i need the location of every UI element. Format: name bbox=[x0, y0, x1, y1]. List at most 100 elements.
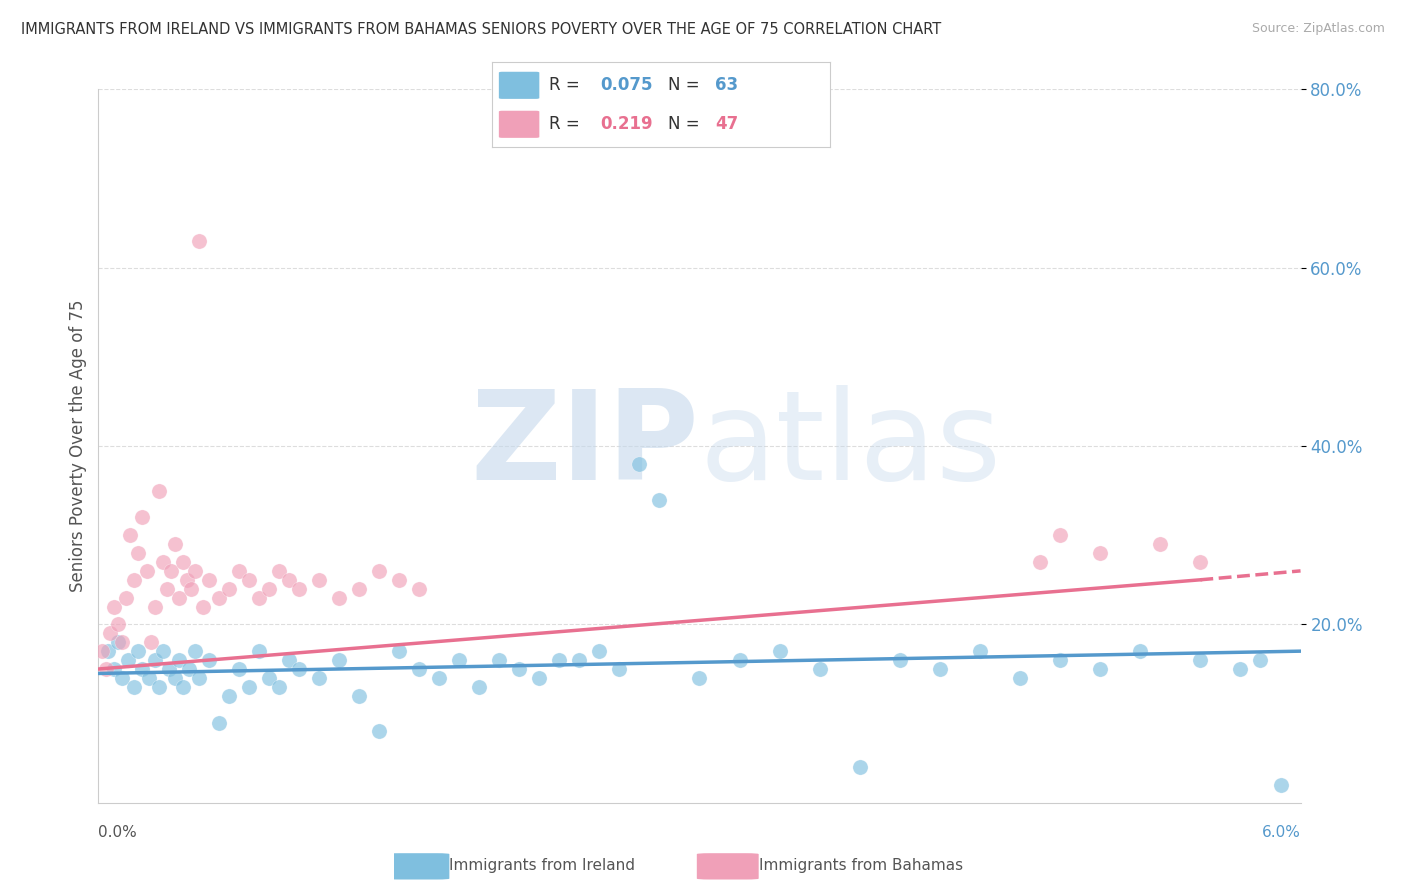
Point bbox=[889, 653, 911, 667]
Point bbox=[1008, 671, 1031, 685]
Point bbox=[187, 671, 209, 685]
Point bbox=[183, 644, 205, 658]
Text: IMMIGRANTS FROM IRELAND VS IMMIGRANTS FROM BAHAMAS SENIORS POVERTY OVER THE AGE : IMMIGRANTS FROM IRELAND VS IMMIGRANTS FR… bbox=[21, 22, 942, 37]
Point bbox=[111, 635, 134, 649]
Text: 0.0%: 0.0% bbox=[98, 825, 138, 840]
Point bbox=[115, 591, 138, 605]
Y-axis label: Seniors Poverty Over the Age of 75: Seniors Poverty Over the Age of 75 bbox=[69, 300, 87, 592]
Point bbox=[208, 591, 231, 605]
Point bbox=[1229, 662, 1251, 676]
Point bbox=[167, 653, 190, 667]
Point bbox=[1149, 537, 1171, 551]
Point bbox=[427, 671, 450, 685]
Point bbox=[287, 662, 309, 676]
Point bbox=[367, 724, 389, 739]
Point bbox=[529, 671, 551, 685]
Point bbox=[1049, 653, 1071, 667]
FancyBboxPatch shape bbox=[499, 71, 540, 99]
Point bbox=[588, 644, 610, 658]
Point bbox=[138, 671, 160, 685]
Point bbox=[152, 644, 174, 658]
Point bbox=[117, 653, 139, 667]
Point bbox=[183, 564, 205, 578]
Point bbox=[143, 599, 166, 614]
Point bbox=[1270, 778, 1292, 792]
Point bbox=[139, 635, 162, 649]
Point bbox=[103, 662, 125, 676]
Point bbox=[488, 653, 510, 667]
Point bbox=[228, 662, 250, 676]
Text: 6.0%: 6.0% bbox=[1261, 825, 1301, 840]
Point bbox=[180, 582, 202, 596]
Point bbox=[163, 671, 186, 685]
Point bbox=[328, 591, 350, 605]
Point bbox=[135, 564, 157, 578]
FancyBboxPatch shape bbox=[388, 853, 450, 880]
Point bbox=[247, 644, 270, 658]
Text: atlas: atlas bbox=[699, 385, 1001, 507]
Point bbox=[408, 582, 430, 596]
Text: R =: R = bbox=[550, 77, 585, 95]
Point bbox=[508, 662, 530, 676]
Point bbox=[197, 573, 219, 587]
Point bbox=[328, 653, 350, 667]
Point bbox=[287, 582, 309, 596]
Text: 47: 47 bbox=[714, 115, 738, 133]
Point bbox=[1049, 528, 1071, 542]
Point bbox=[607, 662, 630, 676]
Point bbox=[187, 234, 209, 248]
Point bbox=[257, 671, 280, 685]
Point bbox=[928, 662, 950, 676]
Point bbox=[238, 680, 260, 694]
Point bbox=[159, 564, 181, 578]
Point bbox=[172, 555, 194, 569]
Point bbox=[1129, 644, 1152, 658]
Text: Immigrants from Bahamas: Immigrants from Bahamas bbox=[759, 858, 963, 872]
Point bbox=[247, 591, 270, 605]
Point bbox=[367, 564, 389, 578]
Point bbox=[218, 582, 240, 596]
Point bbox=[388, 644, 411, 658]
FancyBboxPatch shape bbox=[697, 853, 759, 880]
Point bbox=[1249, 653, 1271, 667]
Point bbox=[267, 564, 290, 578]
Point bbox=[107, 635, 129, 649]
Text: 0.075: 0.075 bbox=[600, 77, 652, 95]
Point bbox=[177, 662, 200, 676]
Point bbox=[120, 528, 142, 542]
Text: ZIP: ZIP bbox=[471, 385, 699, 507]
Point bbox=[218, 689, 240, 703]
Point bbox=[1088, 546, 1111, 560]
Point bbox=[267, 680, 290, 694]
Point bbox=[91, 644, 114, 658]
Point bbox=[308, 573, 330, 587]
Point bbox=[163, 537, 186, 551]
Point bbox=[131, 662, 153, 676]
Point bbox=[228, 564, 250, 578]
Point bbox=[447, 653, 470, 667]
Point bbox=[111, 671, 134, 685]
Point bbox=[728, 653, 751, 667]
Point bbox=[96, 662, 118, 676]
Text: 0.219: 0.219 bbox=[600, 115, 652, 133]
Point bbox=[148, 680, 170, 694]
Point bbox=[768, 644, 790, 658]
Point bbox=[688, 671, 710, 685]
Point bbox=[388, 573, 411, 587]
Point bbox=[107, 617, 129, 632]
Point bbox=[172, 680, 194, 694]
Text: N =: N = bbox=[668, 77, 704, 95]
Point bbox=[1088, 662, 1111, 676]
Point bbox=[848, 760, 870, 774]
Point bbox=[157, 662, 180, 676]
Point bbox=[468, 680, 491, 694]
Point bbox=[347, 582, 370, 596]
Point bbox=[176, 573, 198, 587]
Text: Immigrants from Ireland: Immigrants from Ireland bbox=[450, 858, 636, 872]
Point bbox=[124, 680, 146, 694]
Point bbox=[103, 599, 125, 614]
Point bbox=[548, 653, 571, 667]
Point bbox=[347, 689, 370, 703]
Point bbox=[568, 653, 591, 667]
Point bbox=[143, 653, 166, 667]
